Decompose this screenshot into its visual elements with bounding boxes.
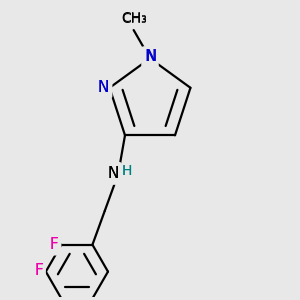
Text: N: N [107,166,118,181]
Text: CH₃: CH₃ [121,12,146,26]
Text: F: F [34,262,43,280]
Text: F: F [34,263,43,278]
Text: F: F [50,237,58,252]
Text: F: F [50,237,58,252]
Text: H: H [121,164,132,178]
Text: F: F [34,263,43,278]
Text: N: N [144,49,156,64]
Text: N: N [144,49,156,67]
Text: N: N [98,80,109,95]
Text: N: N [98,78,110,96]
Text: N: N [98,80,109,95]
Text: N: N [107,164,119,182]
Text: N: N [146,49,157,64]
Text: H: H [121,164,132,178]
Text: F: F [50,235,59,253]
Text: N: N [107,166,118,181]
Text: CH₃: CH₃ [121,11,146,26]
